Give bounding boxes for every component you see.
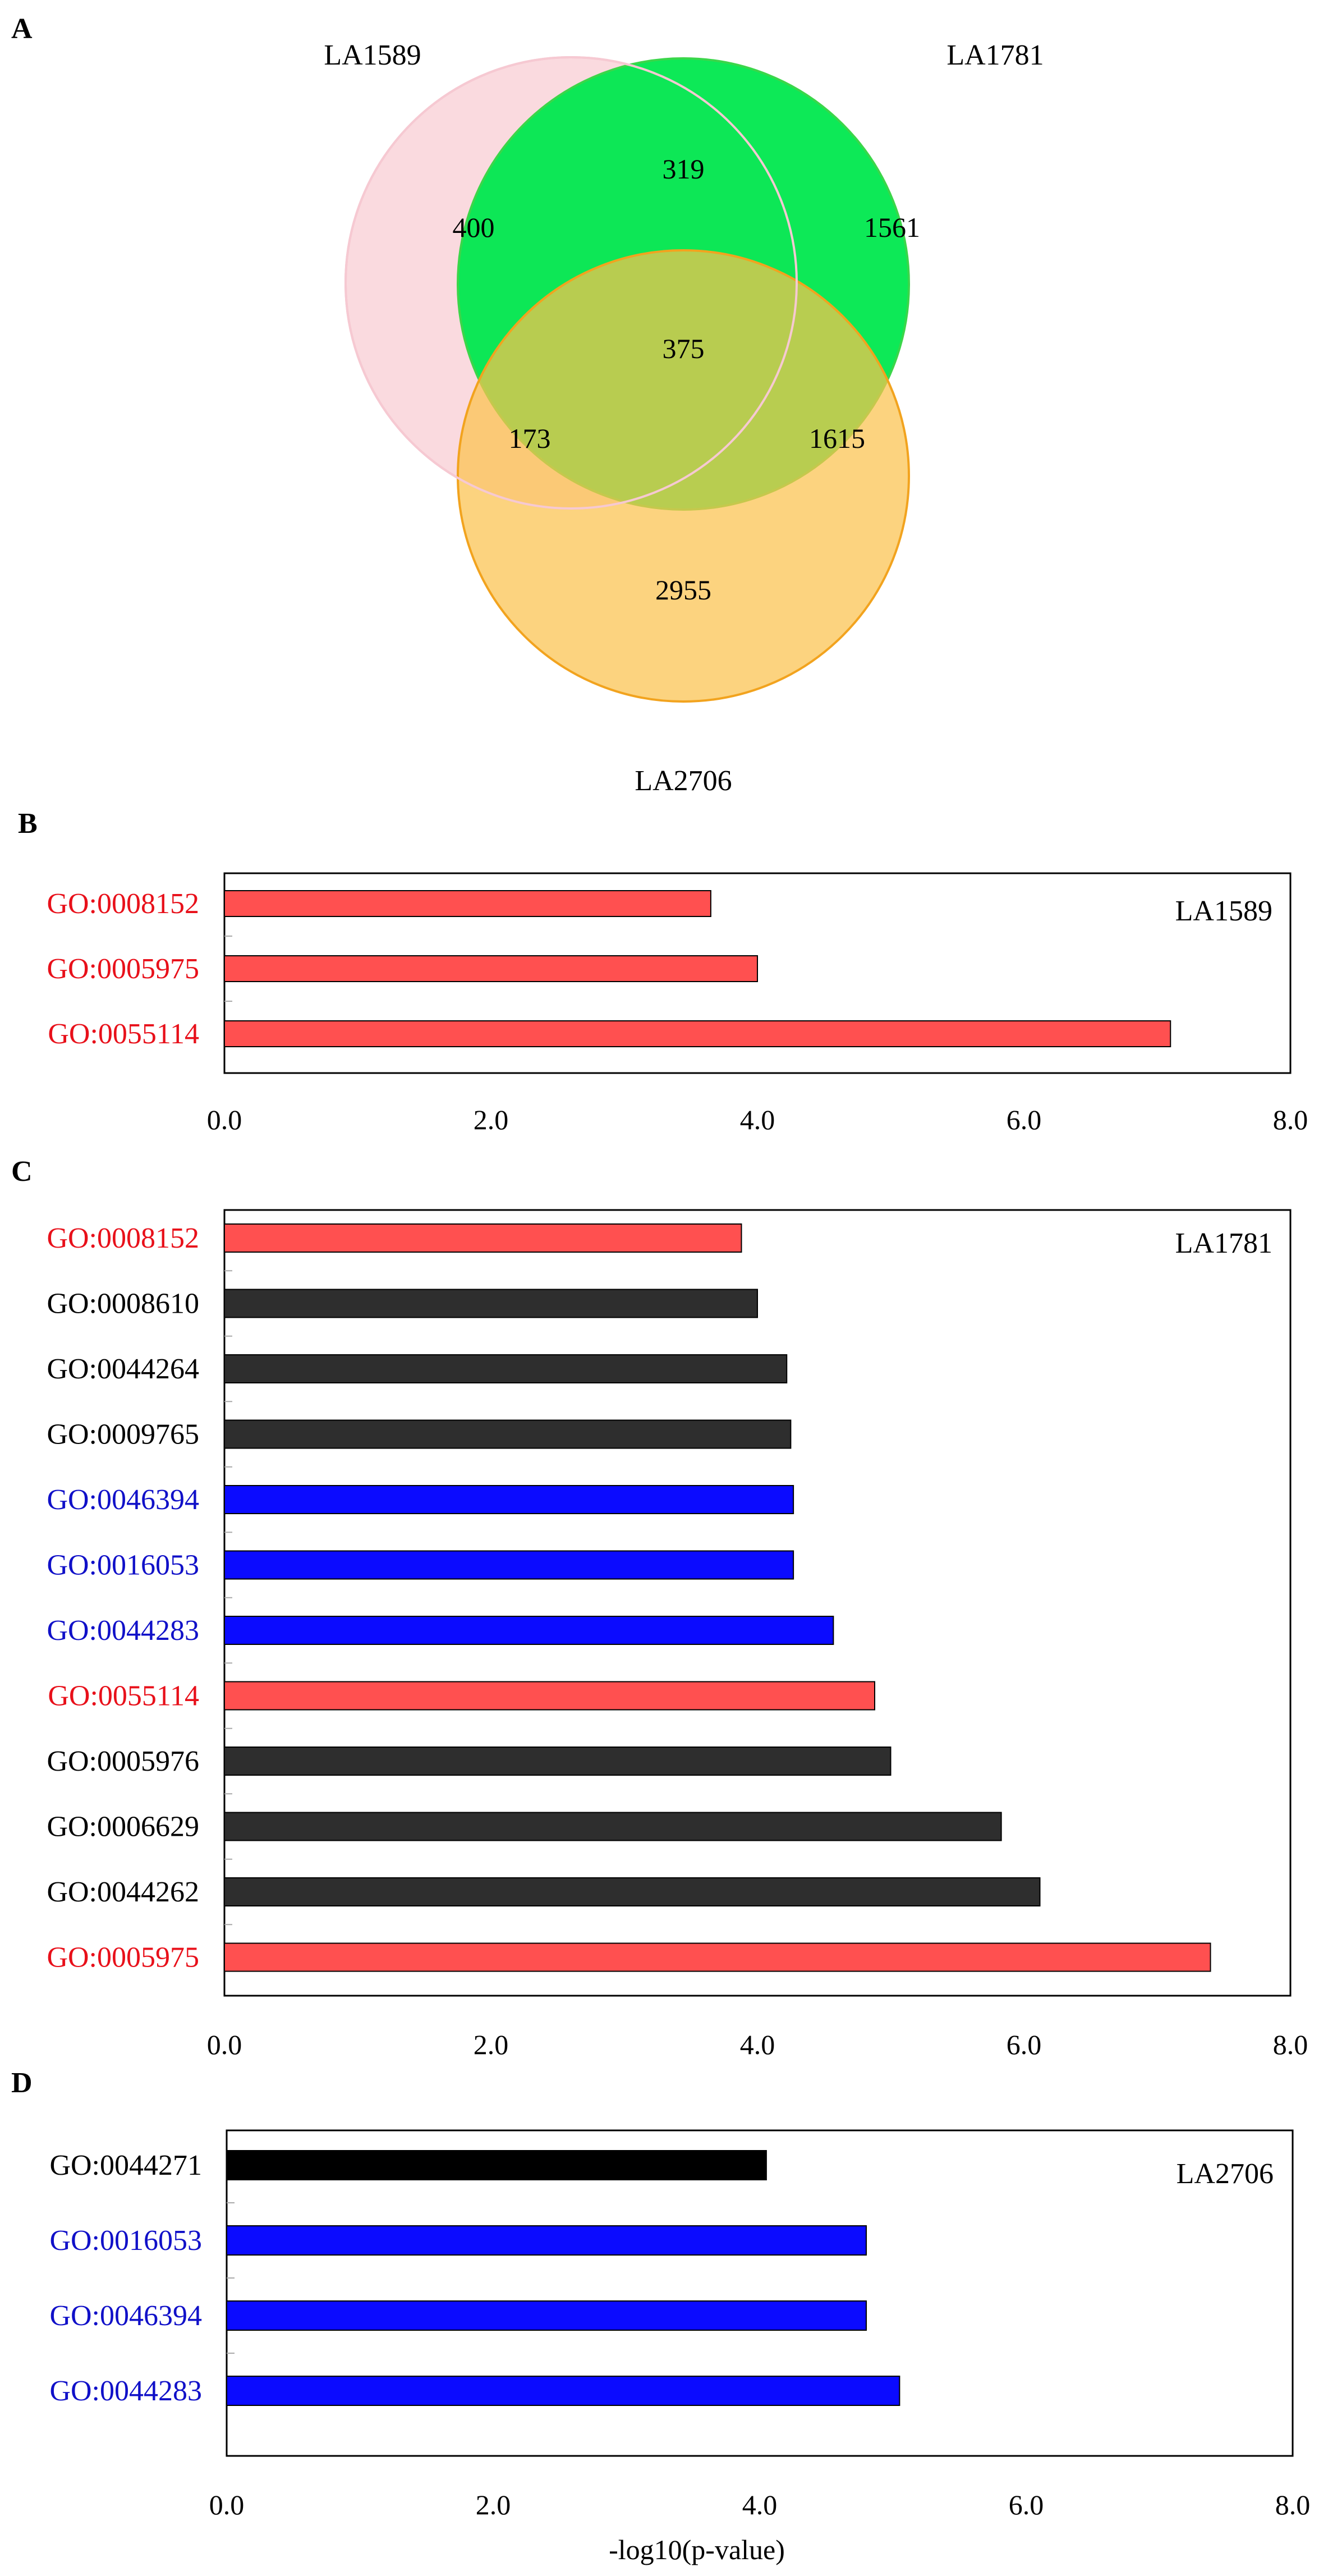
category-label-c-go-0008610: GO:0008610 (47, 1288, 199, 1320)
panel-d-frame (226, 2129, 1294, 2457)
category-label-c-go-0044262: GO:0044262 (47, 1876, 199, 1908)
bar-c-go-0008152 (224, 1223, 742, 1253)
panel-c-sample-label: LA1781 (1175, 1227, 1272, 1259)
x-tick-label-d: 2.0 (476, 2489, 511, 2520)
bar-b-go-0008152 (224, 890, 711, 917)
category-label-b-go-0055114: GO:0055114 (48, 1018, 199, 1050)
category-label-c-go-0009765: GO:0009765 (47, 1419, 199, 1451)
category-label-c-go-0044283: GO:0044283 (47, 1615, 199, 1647)
panel-b-sample-label: LA1589 (1175, 895, 1272, 927)
x-tick-label-c: 8.0 (1273, 2029, 1308, 2060)
bar-d-go-0016053 (226, 2225, 867, 2256)
bar-c-go-0016053 (224, 1550, 794, 1580)
category-label-c-go-0016053: GO:0016053 (47, 1550, 199, 1582)
x-tick-label-c: 4.0 (740, 2029, 775, 2060)
category-label-d-go-0044271: GO:0044271 (49, 2149, 202, 2181)
bar-c-go-0008610 (224, 1289, 758, 1318)
venn-count-la1781-only: 1561 (864, 212, 920, 243)
panel-letter-d: D (11, 2067, 33, 2099)
bar-c-go-0005976 (224, 1747, 892, 1776)
x-axis-title: -log10(p-value) (609, 2534, 785, 2565)
x-tick-label-c: 6.0 (1007, 2029, 1042, 2060)
category-label-b-go-0005975: GO:0005975 (47, 953, 199, 985)
category-label-c-go-0046394: GO:0046394 (47, 1484, 199, 1516)
venn-count-la1589-la1781: 319 (663, 153, 705, 185)
venn-diagram: A LA1589 LA1781 LA2706 400 319 1561 375 … (11, 13, 1044, 797)
x-tick-label-b: 2.0 (474, 1104, 509, 1135)
bar-c-go-0055114 (224, 1681, 875, 1711)
bar-d-go-0044271 (226, 2150, 767, 2180)
panel-c-frame (223, 1209, 1292, 1997)
bar-c-go-0009765 (224, 1419, 792, 1449)
category-label-b-go-0008152: GO:0008152 (47, 888, 199, 920)
panel-letter-c: C (11, 1156, 33, 1188)
category-label-d-go-0044283: GO:0044283 (49, 2375, 202, 2407)
venn-outline-la1589 (344, 56, 798, 510)
venn-set-label-la2706: LA2706 (635, 765, 732, 797)
bar-c-go-0044283 (224, 1616, 834, 1645)
category-label-c-go-0008152: GO:0008152 (47, 1222, 199, 1254)
bar-b-go-0005975 (224, 955, 758, 982)
category-label-d-go-0046394: GO:0046394 (49, 2300, 202, 2332)
bar-c-go-0006629 (224, 1812, 1002, 1841)
bar-c-go-0005975 (224, 1942, 1211, 1972)
panel-d-sample-label: LA2706 (1177, 2158, 1274, 2190)
x-tick-label-b: 8.0 (1273, 1104, 1308, 1135)
x-tick-label-d: 4.0 (742, 2489, 778, 2520)
x-tick-label-c: 0.0 (207, 2029, 242, 2060)
bar-c-go-0044264 (224, 1354, 788, 1383)
bar-chart-panel-b: B LA1589 GO:0008152GO:0005975GO:0055114 … (18, 808, 1308, 1135)
venn-count-la1589-only: 400 (453, 212, 495, 243)
x-tick-label-d: 0.0 (209, 2489, 245, 2520)
bar-chart-panel-c: C LA1781 GO:0008152 GO:0008610 GO:0044264 G… (11, 1156, 1308, 2060)
panel-letter-a: A (11, 13, 33, 45)
x-tick-label-b: 6.0 (1007, 1104, 1042, 1135)
panel-letter-b: B (18, 808, 38, 840)
bar-chart-panel-d: D LA2706 GO:0044271 GO:0016053 GO:0046394 G… (11, 2067, 1310, 2565)
x-tick-label-d: 6.0 (1009, 2489, 1044, 2520)
category-label-c-go-0044264: GO:0044264 (47, 1353, 199, 1385)
venn-count-all: 375 (663, 333, 705, 364)
x-tick-label-c: 2.0 (474, 2029, 509, 2060)
category-label-c-go-0005976: GO:0005976 (47, 1745, 199, 1777)
x-tick-label-b: 4.0 (740, 1104, 775, 1135)
category-label-c-go-0005975: GO:0005975 (47, 1942, 199, 1974)
bar-c-go-0044262 (224, 1877, 1041, 1906)
category-label-c-go-0006629: GO:0006629 (47, 1811, 199, 1843)
x-tick-label-d: 8.0 (1275, 2489, 1311, 2520)
category-label-d-go-0016053: GO:0016053 (49, 2225, 202, 2257)
bar-d-go-0046394 (226, 2300, 867, 2331)
bar-c-go-0046394 (224, 1485, 794, 1514)
venn-count-la2706-only: 2955 (655, 574, 711, 606)
venn-set-label-la1781: LA1781 (946, 39, 1044, 71)
bar-d-go-0044283 (226, 2376, 900, 2406)
venn-count-la1589-la2706: 173 (509, 423, 551, 454)
venn-set-label-la1589: LA1589 (324, 39, 421, 71)
venn-count-la1781-la2706: 1615 (809, 423, 865, 454)
x-tick-label-b: 0.0 (207, 1104, 242, 1135)
category-label-c-go-0055114: GO:0055114 (48, 1680, 199, 1712)
bar-b-go-0055114 (224, 1020, 1171, 1047)
venn-circle-la2706 (457, 249, 910, 703)
